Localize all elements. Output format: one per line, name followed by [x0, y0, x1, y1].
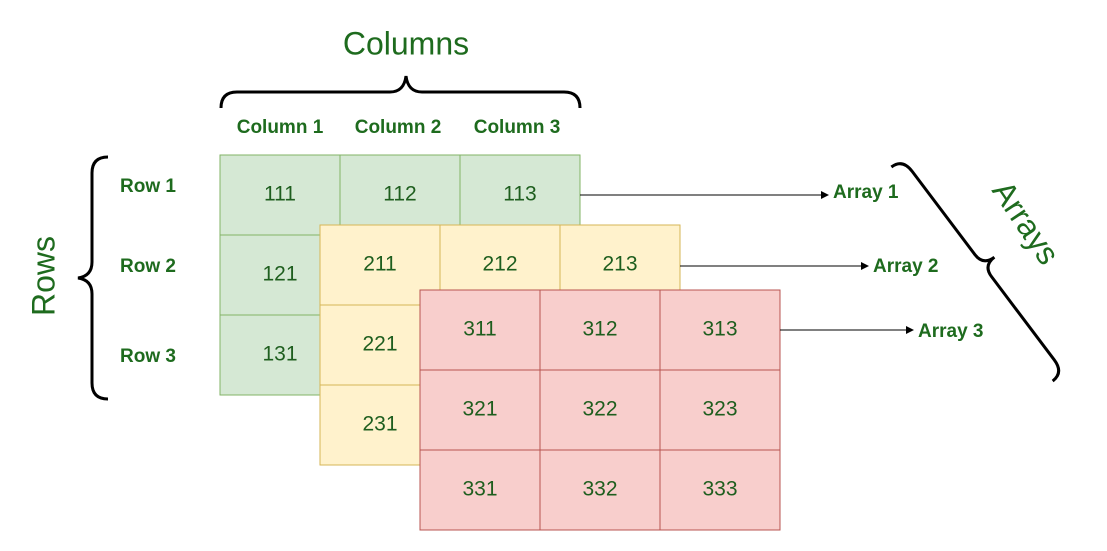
arrays-brace: [890, 162, 1061, 383]
cell-value: 212: [482, 253, 517, 276]
cell-value: 323: [702, 398, 737, 421]
array-grid: 311 312 313 321 322 323 331 332 333: [419, 289, 781, 531]
cell: [339, 154, 461, 236]
rows-title: Rows: [25, 236, 61, 316]
column-label: Column 1: [237, 117, 324, 138]
cell: [419, 289, 541, 371]
row-label: Row 3: [120, 346, 176, 367]
cell: [659, 369, 781, 451]
columns-title: Columns: [343, 25, 469, 61]
cell-value: 113: [503, 183, 536, 206]
cell-value: 311: [463, 318, 496, 341]
row-label: Row 2: [120, 256, 176, 277]
cell-value: 112: [383, 183, 416, 206]
cell: [419, 449, 541, 531]
cell-value: 332: [582, 478, 617, 501]
cell-value: 312: [582, 318, 617, 341]
cell-value: 331: [462, 478, 497, 501]
cell-value: 321: [462, 398, 497, 421]
column-label: Column 2: [355, 117, 442, 138]
cell-value: 221: [362, 333, 397, 356]
cell: [419, 369, 541, 451]
cell: [659, 289, 781, 371]
cell-value: 131: [262, 343, 297, 366]
arrays-title: Arrays: [985, 174, 1067, 271]
rows-brace: [77, 155, 109, 401]
cell: [539, 449, 661, 531]
cell-value: 121: [262, 263, 297, 286]
cell: [539, 369, 661, 451]
array-label: Array 3: [918, 321, 984, 342]
cell: [459, 154, 581, 236]
cell-value: 111: [264, 183, 296, 206]
cell-value: 333: [702, 478, 737, 501]
array-label: Array 1: [833, 182, 899, 203]
column-label: Column 3: [474, 117, 561, 138]
cell-value: 322: [582, 398, 617, 421]
cell-value: 211: [363, 253, 396, 276]
cell: [659, 449, 781, 531]
cell-value: 231: [362, 413, 397, 436]
columns-brace: [219, 75, 582, 109]
cell: [219, 154, 341, 236]
array-label: Array 2: [873, 256, 939, 277]
row-label: Row 1: [120, 176, 176, 197]
cell-value: 213: [602, 253, 637, 276]
cell-value: 313: [702, 318, 737, 341]
